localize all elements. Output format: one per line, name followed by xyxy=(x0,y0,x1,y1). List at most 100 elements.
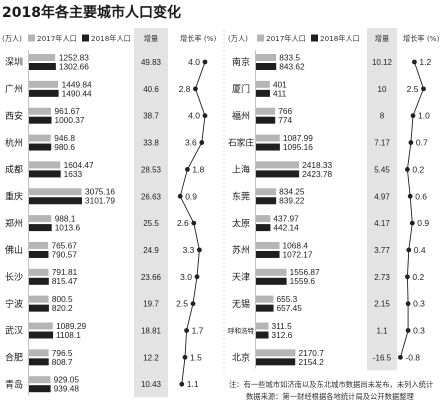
growth-rate-dot xyxy=(409,220,415,226)
city-label: 天津 xyxy=(232,272,250,283)
growth-rate-label: 0.9 xyxy=(417,218,429,228)
value-label-2017: 929.05 xyxy=(54,375,80,385)
value-label-2018: 3101.79 xyxy=(85,196,115,206)
chart-title: 2018年各主要城市人口变化 xyxy=(2,4,181,21)
city-label: 呼和浩特 xyxy=(228,326,255,335)
city-label: 成都 xyxy=(5,164,23,176)
growth-rate-label: 1.1 xyxy=(187,379,199,389)
value-label-2018: 411 xyxy=(273,88,287,98)
city-label: 东莞 xyxy=(232,190,250,202)
bar-2018 xyxy=(29,197,82,205)
value-label-2017: 1556.87 xyxy=(290,267,320,277)
growth-rate-dot xyxy=(190,301,196,307)
value-label-2018: 1302.66 xyxy=(59,61,89,71)
bar-2017 xyxy=(29,295,49,303)
growth-rate-label: 4.0 xyxy=(188,57,200,67)
bar-2017 xyxy=(256,322,269,330)
increment-label: 4.17 xyxy=(374,219,390,228)
city-label: 合肥 xyxy=(5,352,23,364)
value-label-2018: 843.62 xyxy=(279,61,305,71)
bar-2017 xyxy=(29,161,61,169)
growth-rate-dot xyxy=(410,113,416,119)
legend-swatch-2018 xyxy=(82,34,89,42)
source-note: 数据来源：第一财经根据各地统计局及公开数据整理 xyxy=(246,392,415,401)
increment-label: 7.17 xyxy=(374,139,390,148)
city-label: 重庆 xyxy=(5,190,23,202)
bar-2018 xyxy=(29,63,56,70)
growth-rate-label: 1.7 xyxy=(192,326,204,336)
growth-rate-label: 3.6 xyxy=(185,138,197,148)
bar-2017 xyxy=(29,134,51,142)
growth-rate-label: 0.6 xyxy=(415,191,427,201)
value-label-2018: 1490.44 xyxy=(62,88,92,98)
value-label-2018: 312.6 xyxy=(272,330,293,340)
value-label-2017: 833.5 xyxy=(279,52,300,62)
bar-2018 xyxy=(256,250,280,258)
legend-swatch-2018 xyxy=(311,34,318,42)
value-label-2017: 1604.47 xyxy=(64,160,94,170)
city-label: 宁波 xyxy=(5,298,23,310)
bar-2017 xyxy=(256,54,277,61)
value-label-2017: 961.67 xyxy=(55,106,81,116)
increment-label: 2.15 xyxy=(374,300,390,309)
increment-label: 26.63 xyxy=(141,192,162,201)
bar-2017 xyxy=(256,134,280,142)
value-label-2018: 839.22 xyxy=(279,196,305,206)
value-label-2017: 1449.84 xyxy=(62,79,92,89)
city-label: 青岛 xyxy=(5,378,23,390)
growth-rate-dot xyxy=(179,381,185,387)
increment-label: 2.73 xyxy=(374,273,390,282)
growth-rate-dot xyxy=(182,354,188,360)
growth-rate-label: 3.3 xyxy=(183,245,195,255)
bar-2017 xyxy=(29,322,53,330)
growth-rate-label: 0.3 xyxy=(413,326,425,336)
value-label-2018: 1072.17 xyxy=(283,249,313,259)
bar-2018 xyxy=(29,224,52,232)
growth-rate-dot xyxy=(421,86,426,92)
bar-2017 xyxy=(256,215,271,223)
value-label-2017: 765.67 xyxy=(51,240,77,250)
bar-2017 xyxy=(29,215,52,223)
city-label: 太原 xyxy=(232,217,250,229)
bar-2017 xyxy=(256,295,274,303)
legend-swatch-2017 xyxy=(257,34,264,42)
increment-label: 18.81 xyxy=(141,327,162,336)
bar-2018 xyxy=(256,89,270,97)
legend-right: (万人) 2017年人口 2018年人口 增量 增长率 (%) xyxy=(228,34,439,43)
growth-rate-label: 3.0 xyxy=(180,272,192,282)
growth-rate-line xyxy=(399,61,424,358)
growth-rate-dot xyxy=(202,113,208,119)
increment-bands xyxy=(134,28,397,398)
city-label: 广州 xyxy=(5,83,23,95)
value-label-2018: 980.6 xyxy=(54,142,75,152)
increment-label: 33.8 xyxy=(143,139,159,148)
value-label-2017: 796.5 xyxy=(52,348,73,358)
city-label: 福州 xyxy=(232,110,250,122)
value-label-2018: 774 xyxy=(278,115,292,125)
bar-2017 xyxy=(29,268,49,276)
bar-2018 xyxy=(256,304,274,312)
value-label-2017: 791.81 xyxy=(52,267,78,277)
increment-label: 23.66 xyxy=(141,273,162,282)
growth-rate-dot xyxy=(408,140,414,145)
value-label-2018: 1000.37 xyxy=(55,115,85,125)
growth-rate-label: 0.2 xyxy=(412,272,424,282)
value-label-2018: 820.2 xyxy=(52,303,73,313)
value-label-2018: 815.47 xyxy=(52,276,78,286)
value-label-2017: 311.5 xyxy=(272,321,293,331)
value-label-2017: 401 xyxy=(273,79,287,89)
